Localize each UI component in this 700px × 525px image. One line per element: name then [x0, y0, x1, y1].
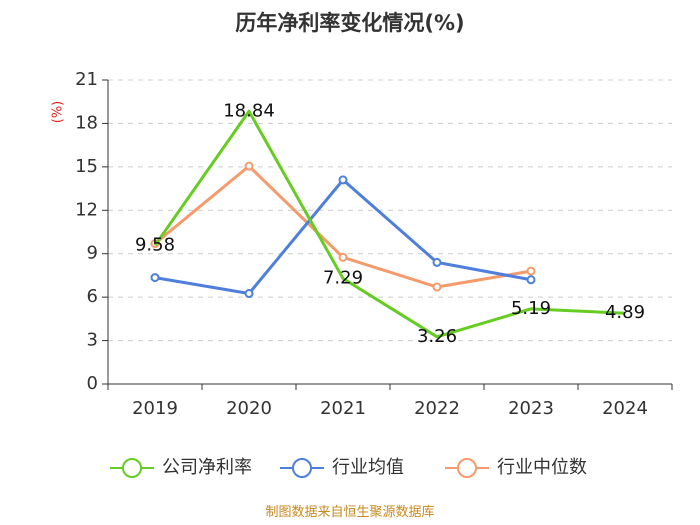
- data-label: 9.58: [135, 234, 175, 255]
- y-tick-label: 9: [87, 243, 98, 264]
- legend-marker: [122, 458, 142, 478]
- y-tick-label: 6: [87, 286, 98, 307]
- legend-marker: [292, 458, 312, 478]
- data-point: [526, 275, 536, 285]
- x-tick-label: 2020: [226, 398, 272, 419]
- x-tick-label: 2019: [132, 398, 178, 419]
- data-point: [244, 289, 254, 299]
- data-point: [526, 266, 536, 276]
- y-tick-label: 21: [75, 69, 98, 90]
- data-label: 4.89: [605, 302, 645, 323]
- data-labels: 9.58 18.84 7.29 3.26 5.19 4.89: [135, 100, 645, 347]
- x-tick-label: 2021: [320, 398, 366, 419]
- data-point: [338, 252, 348, 262]
- legend-marker: [457, 458, 477, 478]
- source-note: 制图数据来自恒生聚源数据库: [265, 504, 434, 520]
- x-tick-label: 2022: [414, 398, 460, 419]
- legend-label: 行业均值: [332, 457, 404, 478]
- grid-lines: [108, 79, 672, 342]
- data-point: [432, 257, 442, 267]
- y-tick-label: 18: [75, 112, 98, 133]
- axes: 0 3 6 9 12 15 18 21 2019 2020 2021 2022 2023 2024: [75, 69, 673, 419]
- data-point: [150, 273, 160, 283]
- legend-label: 公司净利率: [162, 457, 252, 478]
- series-1: [150, 175, 536, 299]
- y-tick-label: 12: [75, 199, 98, 220]
- data-label: 18.84: [223, 100, 275, 121]
- data-point: [244, 161, 254, 171]
- data-label: 3.26: [417, 326, 457, 347]
- series-0: [153, 109, 626, 339]
- y-tick-label: 3: [87, 330, 98, 351]
- legend: 公司净利率 行业均值 行业中位数: [110, 457, 587, 478]
- y-tick-label: 15: [75, 156, 98, 177]
- legend-label: 行业中位数: [497, 457, 587, 478]
- x-tick-label: 2024: [602, 398, 648, 419]
- series-2: [150, 161, 536, 292]
- series-layer: [150, 109, 626, 339]
- chart-title: 历年净利率变化情况(%): [235, 11, 464, 35]
- legend-item-2: 行业中位数: [445, 457, 587, 478]
- data-point: [432, 282, 442, 292]
- data-point: [338, 175, 348, 185]
- legend-item-0: 公司净利率: [110, 457, 252, 478]
- data-label: 5.19: [511, 298, 551, 319]
- series-line: [153, 109, 626, 339]
- legend-item-1: 行业均值: [280, 457, 404, 478]
- data-label: 7.29: [323, 267, 363, 288]
- y-tick-label: 0: [87, 373, 98, 394]
- y-axis-unit: (%): [51, 101, 66, 124]
- x-tick-label: 2023: [508, 398, 554, 419]
